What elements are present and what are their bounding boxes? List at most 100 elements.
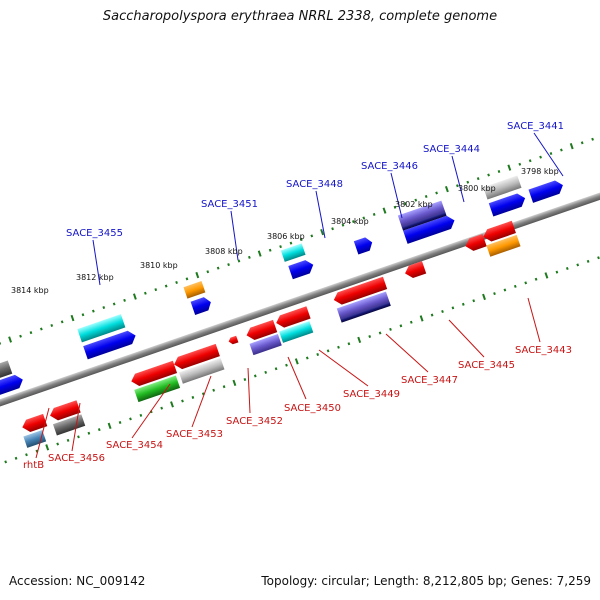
ruler-major-tick (257, 250, 262, 257)
gene-arrow[interactable] (288, 258, 315, 280)
ruler-major-tick (70, 314, 75, 322)
ruler-major-tick (195, 271, 200, 279)
ruler-minor-tick (389, 327, 392, 331)
gene-arrow[interactable] (340, 301, 391, 323)
ruler-minor-tick (175, 280, 178, 284)
ruler-minor-tick (414, 198, 418, 202)
gene-arrow[interactable] (129, 360, 178, 388)
gene-label[interactable]: SACE_3456 (48, 453, 105, 464)
gene-arrow[interactable] (249, 334, 282, 356)
gene-arrow[interactable] (403, 261, 427, 280)
ruler-minor-tick (534, 277, 538, 281)
callout-line (315, 190, 326, 239)
ruler-label: 3808 kbp (205, 247, 243, 256)
ruler-minor-tick (451, 306, 455, 310)
gene-arrow[interactable] (48, 400, 81, 422)
gene-arrow[interactable] (178, 358, 225, 384)
gene-arrow[interactable] (332, 276, 388, 307)
gene-label[interactable]: SACE_3448 (286, 179, 343, 190)
gene-label[interactable]: SACE_3449 (343, 389, 400, 400)
gene-arrow[interactable] (0, 360, 13, 382)
ruler-minor-tick (66, 438, 70, 442)
ruler-minor-tick (212, 388, 216, 392)
ruler-minor-tick (539, 155, 542, 159)
gene-arrow[interactable] (403, 214, 457, 244)
summary-text: Topology: circular; Length: 8,212,805 bp… (261, 574, 591, 588)
gene-arrow[interactable] (228, 335, 239, 346)
gene-arrow[interactable] (464, 234, 487, 253)
callout-line (71, 402, 81, 452)
gene-label[interactable]: SACE_3450 (284, 403, 341, 414)
gene-label[interactable]: SACE_3451 (201, 199, 258, 210)
ruler-minor-tick (164, 284, 168, 288)
gene-label[interactable]: rhtB (23, 460, 44, 471)
callout-line (247, 367, 251, 414)
ruler-major-tick (294, 358, 299, 365)
gene-arrow[interactable] (486, 234, 521, 257)
gene-label[interactable]: SACE_3445 (458, 360, 515, 371)
ruler-major-tick (382, 207, 387, 214)
gene-label[interactable]: SACE_3443 (515, 345, 572, 356)
gene-label[interactable]: SACE_3446 (361, 161, 418, 172)
ruler-major-tick (569, 142, 574, 150)
ruler-minor-tick (29, 331, 33, 335)
ruler-minor-tick (518, 162, 522, 166)
ruler-minor-tick (87, 431, 91, 435)
gene-arrow[interactable] (134, 375, 181, 403)
ruler-major-tick (320, 228, 325, 236)
gene-arrow[interactable] (83, 329, 138, 360)
gene-arrow[interactable] (172, 343, 220, 371)
gene-arrow[interactable] (336, 291, 390, 320)
gene-arrow[interactable] (245, 319, 278, 342)
gene-label[interactable]: SACE_3444 (423, 144, 480, 155)
ruler-minor-tick (466, 180, 470, 184)
ruler-minor-tick (424, 195, 428, 199)
gene-label[interactable]: SACE_3452 (226, 416, 283, 427)
ruler-minor-tick (472, 299, 476, 303)
gene-arrow[interactable] (481, 220, 516, 244)
callout-line (533, 132, 564, 177)
gene-arrow[interactable] (279, 321, 314, 343)
ruler-label: 3804 kbp (331, 217, 369, 226)
gene-arrow[interactable] (183, 281, 206, 299)
ruler-minor-tick (139, 413, 143, 417)
gene-arrow[interactable] (280, 243, 306, 262)
gene-arrow[interactable] (353, 236, 375, 255)
ruler-major-tick (482, 293, 486, 301)
gene-label[interactable]: SACE_3455 (66, 228, 123, 239)
ruler-major-tick (132, 293, 137, 300)
ruler-minor-tick (285, 363, 288, 367)
gene-arrow[interactable] (77, 314, 126, 343)
gene-arrow[interactable] (488, 192, 528, 217)
gene-label[interactable]: SACE_3453 (166, 429, 223, 440)
callout-line (230, 210, 239, 261)
ruler-minor-tick (123, 298, 126, 302)
gene-arrow[interactable] (483, 175, 522, 200)
gene-arrow[interactable] (20, 413, 48, 434)
ruler-major-tick (444, 185, 449, 193)
gene-arrow[interactable] (23, 429, 47, 448)
ruler-major-tick (45, 444, 50, 451)
gene-arrow[interactable] (528, 179, 566, 203)
ruler-minor-tick (503, 288, 507, 292)
gene-label[interactable]: SACE_3454 (106, 440, 163, 451)
callout-line (390, 172, 403, 219)
ruler-label: 3812 kbp (76, 273, 114, 282)
ruler-minor-tick (430, 313, 434, 317)
ruler-minor-tick (555, 270, 559, 274)
ruler-minor-tick (513, 284, 517, 288)
gene-arrow[interactable] (401, 211, 447, 231)
gene-label[interactable]: SACE_3441 (507, 121, 564, 132)
gene-arrow[interactable] (397, 200, 446, 228)
gene-arrow[interactable] (274, 306, 311, 329)
ruler-minor-tick (404, 202, 407, 206)
ruler-label: 3802 kbp (395, 200, 433, 209)
ruler-minor-tick (372, 212, 376, 216)
gene-arrow[interactable] (190, 296, 214, 315)
gene-label[interactable]: SACE_3447 (401, 375, 458, 386)
gene-arrow[interactable] (0, 373, 25, 397)
ruler-minor-tick (60, 320, 64, 324)
ruler-minor-tick (14, 456, 18, 460)
ruler-minor-tick (337, 345, 340, 349)
ruler-minor-tick (268, 248, 272, 252)
